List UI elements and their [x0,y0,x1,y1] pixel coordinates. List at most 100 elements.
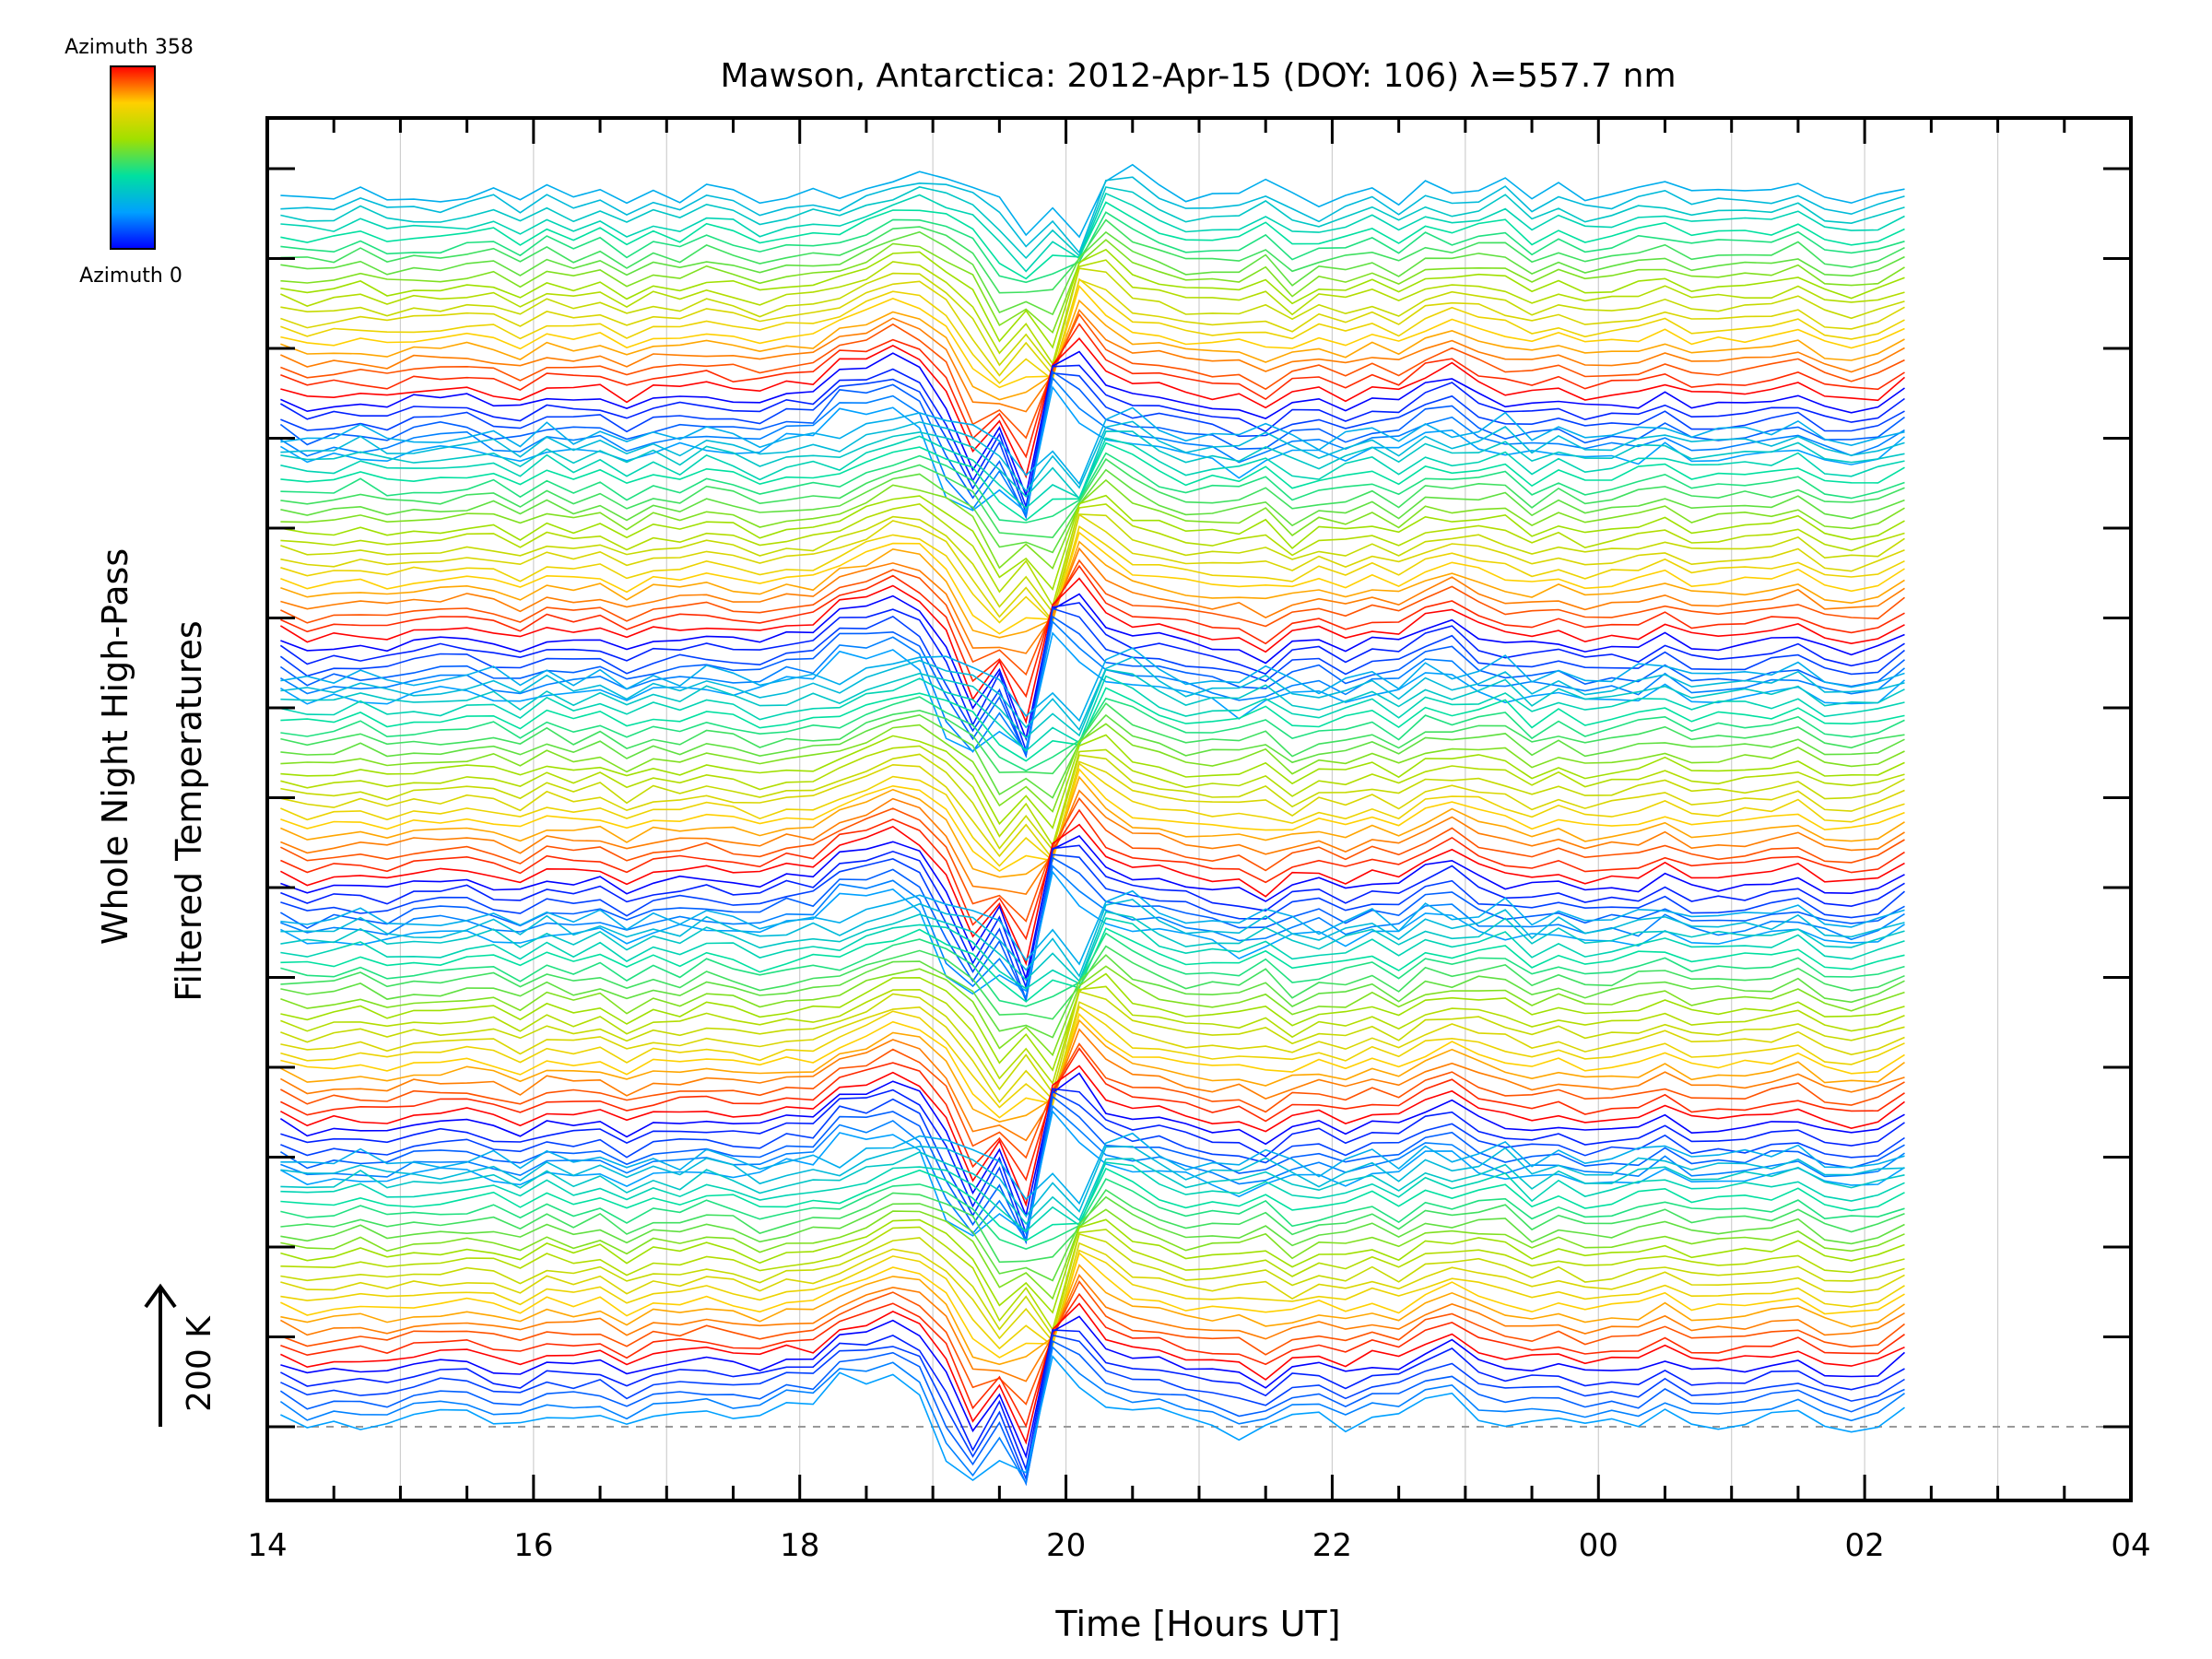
azimuth-trace [280,1218,1905,1314]
chart-title: Mawson, Antarctica: 2012-Apr-15 (DOY: 10… [720,57,1676,95]
azimuth-trace [280,452,1905,524]
azimuth-trace [280,1189,1905,1264]
azimuth-trace [280,513,1905,615]
azimuth-trace [280,248,1905,349]
azimuth-trace [279,856,1905,1004]
azimuth-trace [280,337,1906,479]
azimuth-trace [280,1161,1905,1232]
azimuth-trace [279,602,1905,754]
azimuth-trace [279,615,1906,759]
azimuth-trace [280,889,1905,966]
azimuth-trace [280,564,1905,699]
azimuth-trace [280,990,1905,1095]
azimuth-trace [280,531,1905,635]
azimuth-trace [280,760,1905,861]
x-tick-label: 22 [1312,1527,1352,1564]
azimuth-trace [280,1012,1905,1119]
azimuth-trace [280,1151,1905,1225]
azimuth-trace [280,1065,1905,1207]
azimuth-trace [280,494,1905,592]
azimuth-trace [280,540,1905,639]
azimuth-trace [280,696,1905,772]
azimuth-trace [280,1208,1905,1300]
azimuth-trace [280,259,1905,366]
azimuth-trace [280,176,1905,254]
azimuth-trace [280,1090,1905,1243]
azimuth-trace [280,954,1905,1039]
azimuth-trace [280,753,1905,853]
azimuth-trace [280,1001,1905,1104]
azimuth-trace [279,1095,1905,1245]
azimuth-trace [280,1104,1905,1242]
azimuth-trace [280,513,1905,623]
azimuth-trace [280,656,1905,732]
azimuth-trace [280,1047,1905,1182]
azimuth-trace [280,1354,1905,1481]
azimuth-trace [280,647,1905,723]
azimuth-trace [280,312,1905,440]
azimuth-trace [280,458,1905,539]
azimuth-trace [279,1072,1905,1218]
azimuth-trace [280,823,1905,966]
azimuth-trace [280,441,1905,522]
azimuth-trace [280,1167,1905,1242]
azimuth-trace [280,972,1905,1072]
azimuth-trace [280,1315,1906,1459]
azimuth-trace [280,503,1905,608]
azimuth-trace [280,702,1905,775]
x-tick-label: 00 [1579,1527,1618,1564]
x-tick-label: 20 [1046,1527,1086,1564]
azimuth-trace [280,796,1905,923]
x-tick-label: 14 [247,1527,287,1564]
azimuth-trace [280,1232,1905,1338]
azimuth-trace [280,230,1905,316]
azimuth-trace [280,1279,1905,1406]
trace-lines [279,163,1906,1487]
azimuth-trace [280,945,1905,1020]
azimuth-trace [279,376,1905,518]
azimuth-trace [280,267,1905,371]
azimuth-trace [280,1042,1905,1159]
azimuth-trace [280,713,1905,799]
azimuth-trace [280,468,1905,554]
azimuth-trace [280,734,1905,830]
azimuth-trace [280,211,1905,284]
azimuth-trace [279,607,1906,759]
azimuth-trace [280,1302,1905,1445]
azimuth-trace [280,309,1905,413]
azimuth-trace [279,1340,1905,1487]
azimuth-trace [280,675,1905,752]
azimuth-trace [280,525,1905,624]
azimuth-trace [280,372,1905,516]
azimuth-trace [280,1145,1905,1218]
azimuth-trace [280,911,1905,982]
azimuth-trace [280,186,1905,260]
azimuth-trace [280,1329,1905,1472]
azimuth-trace [280,1195,1905,1282]
x-tick-labels: 14 16 18 20 22 00 02 04 [247,1527,2150,1564]
azimuth-trace [280,687,1905,762]
colorbar-bottom-label: Azimuth 0 [79,265,182,288]
azimuth-trace [280,985,1905,1086]
x-tick-label: 18 [780,1527,819,1564]
azimuth-trace [280,430,1905,500]
azimuth-trace [280,1273,1905,1382]
azimuth-trace [280,1088,1905,1236]
azimuth-trace [280,1334,1905,1482]
azimuth-trace [280,917,1905,990]
azimuth-trace [280,299,1905,401]
azimuth-trace [280,1132,1905,1206]
y-axis-title-line2: Filtered Temperatures [169,620,209,1001]
azimuth-trace [280,350,1905,499]
azimuth-trace [280,1264,1905,1366]
azimuth-trace [280,844,1905,990]
azimuth-trace [280,547,1905,654]
azimuth-trace [280,559,1905,677]
azimuth-trace [280,668,1905,739]
scale-bar-label: 200 K [181,1315,218,1412]
azimuth-trace [280,277,1905,384]
azimuth-trace [280,965,1905,1057]
azimuth-trace [280,1018,1905,1123]
scale-bar: 200 K [144,1283,218,1427]
